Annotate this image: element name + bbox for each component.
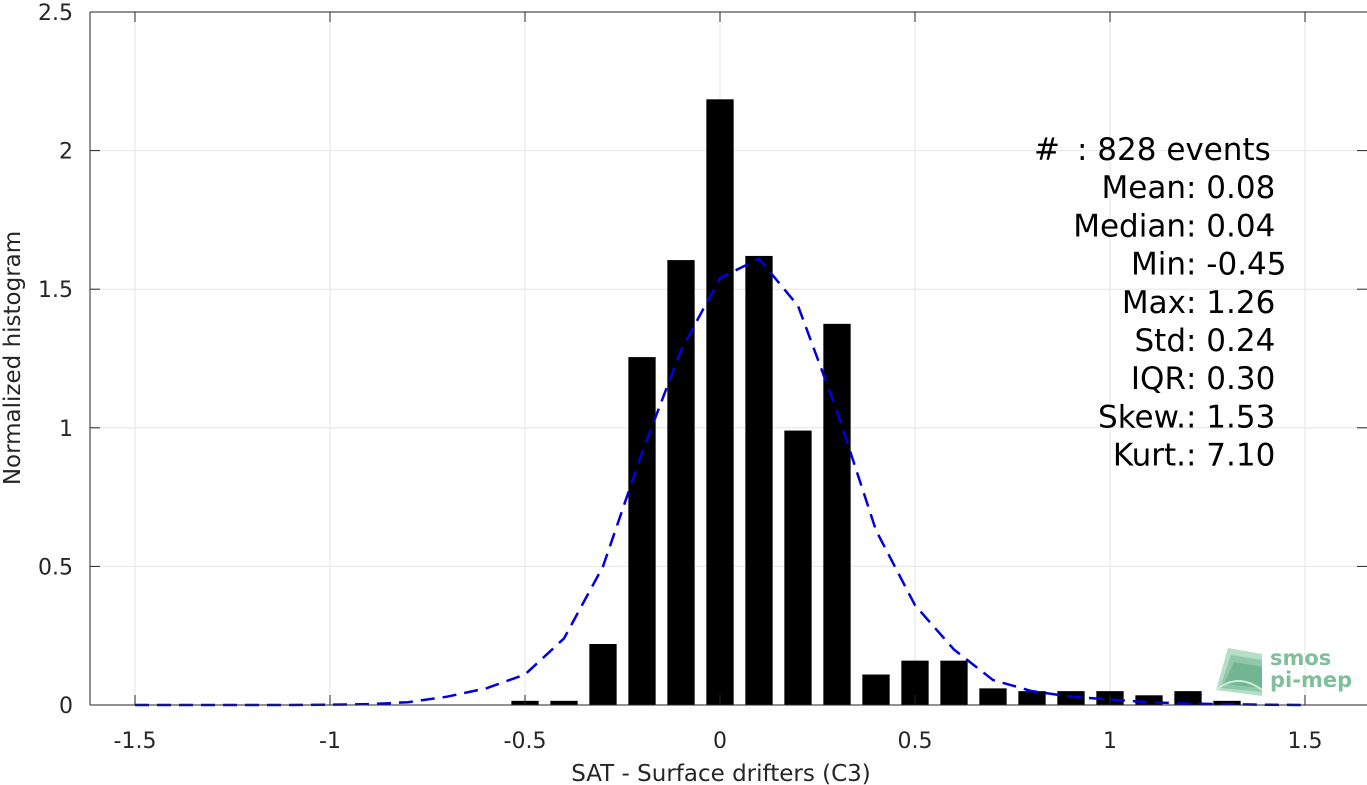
- histogram-bars: [511, 99, 1241, 706]
- x-tick-label: -1.5: [114, 729, 157, 754]
- stat-value: : 0.08: [1186, 170, 1275, 206]
- normal-fit-curve: [135, 257, 1306, 707]
- fit-line: [135, 257, 1306, 707]
- histogram-bar: [1057, 691, 1085, 705]
- stat-label: Std: [1134, 323, 1186, 359]
- y-tick-label: 2.5: [38, 1, 73, 26]
- histogram-bar: [745, 255, 773, 705]
- logo-text-line1: smos: [1270, 646, 1331, 670]
- histogram-bar: [589, 644, 617, 705]
- y-tick-label: 1: [59, 417, 73, 442]
- stat-value: : 0.24: [1186, 323, 1275, 359]
- histogram-bar: [550, 700, 578, 705]
- logo-wave-icon: [1215, 648, 1263, 696]
- stat-value: : 7.10: [1186, 438, 1275, 474]
- histogram-bar: [706, 99, 734, 706]
- y-tick-label: 2: [59, 140, 73, 165]
- axes: [89, 11, 1367, 706]
- histogram-bar: [979, 688, 1007, 705]
- logo-text-line2: pi-mep: [1270, 668, 1352, 692]
- stat-label: Kurt.: [1113, 438, 1186, 474]
- y-tick-label: 0.5: [38, 555, 73, 580]
- stat-label: Min: [1131, 247, 1186, 283]
- stat-value: : 1.26: [1186, 285, 1275, 321]
- histogram-bar: [667, 260, 695, 705]
- x-tick-labels: -1.5 -1 -0.5 0 0.5 1 1.5: [114, 729, 1323, 754]
- stat-label: Max: [1122, 285, 1186, 321]
- stat-label: Mean: [1102, 170, 1186, 206]
- y-tick-labels: 0 0.5 1 1.5 2 2.5: [38, 1, 73, 719]
- histogram-bar: [862, 674, 890, 705]
- histogram-bar: [628, 357, 656, 705]
- x-tick-label: 1.5: [1288, 729, 1323, 754]
- x-tick-label: 0: [713, 729, 727, 754]
- histogram-bar: [1135, 695, 1163, 705]
- stat-value: : 0.30: [1186, 361, 1275, 397]
- x-tick-label: 1: [1103, 729, 1117, 754]
- histogram-bar: [1174, 691, 1202, 705]
- x-tick-label: -1: [319, 729, 341, 754]
- histogram-bar: [823, 323, 851, 705]
- histogram-bar: [1018, 691, 1046, 705]
- stat-label: IQR: [1131, 361, 1186, 397]
- histogram-bar: [784, 430, 812, 705]
- x-tick-label: 0.5: [898, 729, 933, 754]
- stat-value: : 1.53: [1186, 399, 1275, 435]
- stat-value: : 0.04: [1186, 208, 1275, 244]
- x-axis-label: SAT - Surface drifters (C3): [571, 761, 871, 785]
- y-tick-label: 1.5: [38, 278, 73, 303]
- stat-value: : 828 events: [1077, 132, 1271, 168]
- histogram-bar: [940, 660, 968, 705]
- stat-label: #: [1034, 132, 1060, 168]
- y-axis-label: Normalized histogram: [0, 231, 26, 485]
- stat-label: Skew.: [1098, 399, 1186, 435]
- smos-pimep-logo: smos pi-mep: [1215, 646, 1352, 696]
- y-tick-label: 0: [59, 694, 73, 719]
- x-tick-label: -0.5: [504, 729, 547, 754]
- stat-label: Median: [1073, 208, 1186, 244]
- stat-value: : -0.45: [1186, 247, 1287, 283]
